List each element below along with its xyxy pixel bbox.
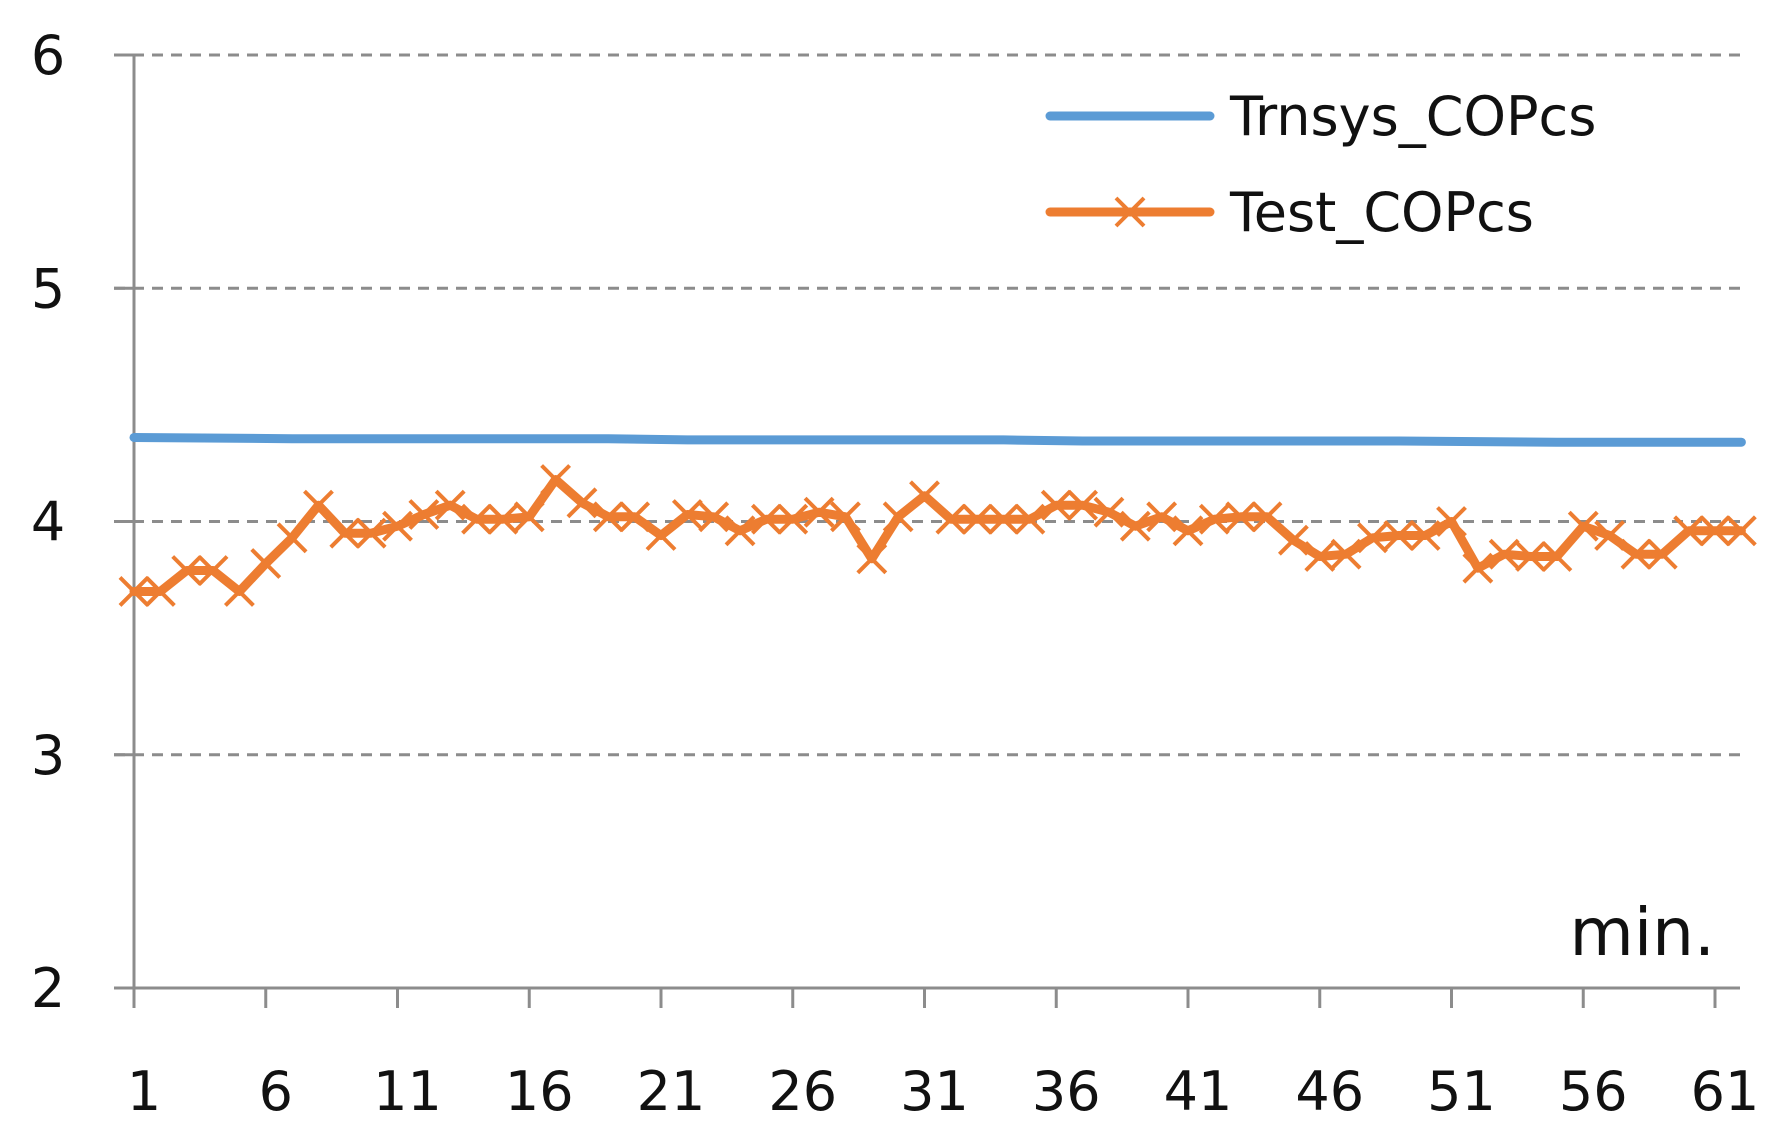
x-tick-label-1: 1: [127, 1060, 161, 1123]
x-tick-label-56: 56: [1559, 1060, 1628, 1123]
data-point: [1330, 538, 1362, 570]
data-point: [1014, 503, 1046, 535]
data-point: [355, 517, 387, 549]
data-point: [1067, 489, 1099, 521]
legend-marker-2: [1114, 196, 1146, 228]
data-point: [1699, 515, 1731, 547]
data-point: [1357, 522, 1388, 554]
data-point: [1409, 520, 1441, 551]
x-tick-label-6: 6: [259, 1060, 293, 1123]
data-point: [935, 503, 967, 535]
data-point: [382, 510, 413, 542]
data-point: [645, 520, 677, 551]
legend-label-1: Trnsys_COPcs: [1229, 85, 1596, 148]
data-point: [1462, 552, 1494, 584]
data-point: [250, 548, 282, 579]
data-point: [540, 464, 572, 495]
y-tick-label-4: 4: [31, 491, 65, 554]
gridlines: [114, 53, 1740, 757]
data-point: [988, 503, 1019, 535]
axes: [114, 53, 1740, 1008]
data-point: [1515, 541, 1546, 572]
data-point: [1198, 503, 1230, 535]
x-tick-label-61: 61: [1691, 1060, 1760, 1123]
legend-label-2: Test_COPcs: [1229, 181, 1534, 244]
data-point: [724, 515, 756, 547]
data-point: [750, 503, 782, 535]
data-point: [1646, 538, 1678, 570]
x-tick-labels: 1 6 11 16 21 26 31 36 41 46 51 56 61: [127, 1060, 1760, 1123]
data-point: [513, 501, 545, 533]
data-point: [1277, 524, 1309, 556]
data-point: [1436, 506, 1467, 537]
x-tick-label-51: 51: [1427, 1060, 1496, 1123]
data-point: [1383, 520, 1415, 551]
data-point: [671, 499, 703, 530]
data-point: [408, 499, 440, 530]
y-tick-label-3: 3: [31, 724, 65, 787]
data-point: [856, 543, 888, 575]
data-point: [1567, 510, 1599, 542]
data-point: [171, 555, 203, 586]
data-point: [1172, 515, 1204, 547]
data-point: [1725, 515, 1757, 547]
data-point: [223, 576, 255, 607]
data-point: [619, 501, 651, 533]
data-point: [461, 503, 492, 535]
x-tick-label-11: 11: [373, 1060, 442, 1123]
series-layer: [118, 433, 1757, 607]
data-point: [1304, 541, 1336, 572]
legend: Trnsys_COPcs Test_COPcs: [1045, 85, 1596, 244]
data-point: [830, 501, 861, 533]
data-point: [197, 555, 229, 586]
data-point: [1594, 520, 1626, 551]
data-point: [276, 522, 308, 554]
data-point: [1251, 501, 1283, 533]
data-point: [1673, 515, 1705, 547]
data-point: [144, 576, 176, 607]
y-tick-label-2: 2: [31, 957, 65, 1020]
data-point: [882, 501, 914, 533]
x-tick-label-16: 16: [505, 1060, 574, 1123]
y-tick-label-5: 5: [31, 257, 65, 320]
series-line-trnsys-copcs: [129, 433, 1746, 447]
data-point: [1225, 501, 1257, 533]
data-point: [487, 503, 519, 535]
data-point: [1620, 538, 1652, 570]
data-point: [1146, 501, 1178, 533]
data-point: [961, 503, 993, 535]
y-tick-label-6: 6: [31, 24, 65, 87]
data-point: [329, 517, 361, 549]
x-tick-label-21: 21: [637, 1060, 706, 1123]
data-point: [1093, 496, 1125, 528]
data-point: [777, 503, 809, 535]
x-tick-label-26: 26: [768, 1060, 837, 1123]
data-point: [118, 576, 150, 607]
data-point: [592, 501, 624, 533]
x-tick-label-36: 36: [1032, 1060, 1101, 1123]
data-point: [1541, 541, 1573, 572]
x-tick-label-41: 41: [1164, 1060, 1233, 1123]
data-point: [434, 489, 466, 521]
data-point: [1488, 538, 1520, 570]
data-point: [1119, 510, 1151, 542]
data-point: [1040, 489, 1072, 521]
data-point: [909, 480, 940, 512]
data-point: [698, 501, 730, 533]
x-tick-label-46: 46: [1295, 1060, 1364, 1123]
data-point: [566, 487, 598, 519]
x-axis-label: min.: [1570, 894, 1715, 971]
data-point: [303, 489, 334, 521]
x-tick-label-31: 31: [900, 1060, 969, 1123]
y-tick-labels: 2 3 4 5 6: [31, 24, 65, 1020]
data-point: [803, 496, 835, 528]
